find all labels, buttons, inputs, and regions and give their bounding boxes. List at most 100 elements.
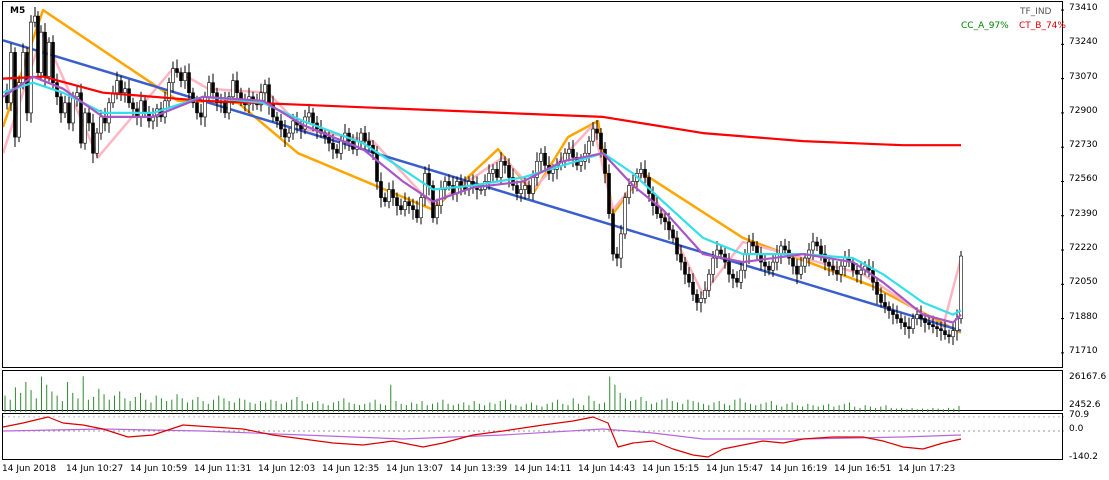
candle-body	[659, 213, 663, 219]
candle-body	[679, 253, 683, 263]
candle-body	[503, 161, 507, 166]
candle-body	[499, 161, 503, 178]
candle-body	[263, 84, 267, 94]
candle-body	[227, 96, 231, 114]
candle-body	[479, 189, 483, 191]
candle-body	[287, 132, 291, 138]
candle-body	[551, 169, 555, 174]
candle-body	[327, 136, 331, 144]
volume-tick-label: 2452.6	[1069, 400, 1101, 410]
candle-body	[667, 221, 671, 231]
candle-body	[643, 169, 647, 178]
candle-body	[799, 265, 803, 275]
candle-body	[531, 177, 535, 194]
candle-body	[367, 140, 371, 146]
oscillator-svg	[3, 416, 1064, 458]
candle-body	[947, 334, 951, 338]
time-tick-label: 14 Jun 13:39	[450, 464, 508, 474]
candle-body	[623, 197, 627, 235]
time-tick-label: 14 Jun 15:15	[642, 464, 700, 474]
candle-body	[935, 326, 939, 329]
price-tick-label: 73240	[1069, 37, 1098, 48]
candle-body	[307, 112, 311, 118]
candle-body	[579, 161, 583, 166]
candle-body	[387, 189, 391, 202]
candle-body	[567, 148, 571, 154]
candle-body	[951, 330, 955, 338]
time-tick-label: 14 Jun 17:23	[898, 464, 956, 474]
candle-body	[403, 201, 407, 210]
candle-body	[903, 322, 907, 327]
candle-body	[915, 314, 919, 319]
candle-body	[599, 132, 603, 150]
volume-pane[interactable]	[2, 370, 1063, 412]
time-tick-label: 14 Jun 14:43	[578, 464, 636, 474]
time-tick-label: 14 Jun 15:47	[706, 464, 764, 474]
candle-body	[47, 42, 51, 77]
candle-body	[13, 52, 17, 138]
candle-body	[235, 80, 239, 94]
candle-body	[59, 96, 63, 114]
oscillator-tick-label: 70.9	[1069, 409, 1090, 420]
candle-body	[859, 269, 863, 275]
candle-body	[663, 217, 667, 223]
time-tick-label: 14 Jun 10:59	[130, 464, 188, 474]
candle-body	[283, 128, 287, 138]
candle-body	[363, 132, 367, 142]
candle-body	[695, 294, 699, 303]
candle-body	[927, 322, 931, 325]
time-tick-label: 14 Jun 16:51	[834, 464, 892, 474]
candle-body	[491, 169, 495, 174]
candle-body	[515, 185, 519, 194]
candle-body	[875, 281, 879, 295]
candle-body	[619, 233, 623, 259]
candle-body	[29, 21, 33, 114]
candle-body	[535, 161, 539, 178]
candle-body	[919, 314, 923, 319]
candle-body	[67, 102, 71, 124]
candle-body	[771, 261, 775, 271]
candle-body	[751, 241, 755, 247]
candle-body	[527, 185, 531, 194]
candle-body	[943, 330, 947, 336]
candle-body	[71, 96, 75, 124]
candle-body	[427, 173, 431, 186]
candle-body	[359, 132, 363, 142]
candle-body	[939, 328, 943, 331]
candle-body	[87, 112, 91, 124]
candle-body	[275, 116, 279, 122]
candle-body	[683, 261, 687, 275]
candle-body	[95, 132, 99, 154]
candle-body	[699, 298, 703, 303]
candle-body	[179, 72, 183, 81]
volume-tick-label: 26167.6	[1069, 372, 1107, 383]
candle-body	[819, 245, 823, 255]
candle-body	[375, 152, 379, 182]
candle-body	[407, 201, 411, 206]
candle-body	[719, 249, 723, 255]
candle-body	[391, 189, 395, 198]
candle-body	[911, 318, 915, 329]
candle-body	[123, 88, 127, 94]
candle-body	[755, 245, 759, 255]
candle-body	[827, 261, 831, 267]
candle-body	[79, 92, 83, 144]
candle-body	[259, 92, 263, 106]
candle-body	[411, 205, 415, 210]
price-tick-label: 72560	[1069, 174, 1098, 185]
ct-b-label: CT_B_74%	[1019, 21, 1066, 31]
candle-body	[51, 42, 55, 83]
candle-body	[779, 245, 783, 255]
candle-body	[727, 261, 731, 275]
oscillator-pane[interactable]	[2, 413, 1064, 460]
candle-body	[131, 102, 135, 110]
candle-body	[191, 92, 195, 104]
candle-body	[543, 152, 547, 166]
candle-body	[39, 31, 43, 73]
candle-body	[171, 68, 175, 83]
price-chart-pane[interactable]: M5 TF_IND CC_A_97% CT_B_74%	[2, 1, 1066, 368]
candle-body	[459, 181, 463, 186]
moving-average-ma_cyan	[3, 81, 962, 316]
candle-body	[883, 302, 887, 307]
candle-body	[783, 245, 787, 251]
